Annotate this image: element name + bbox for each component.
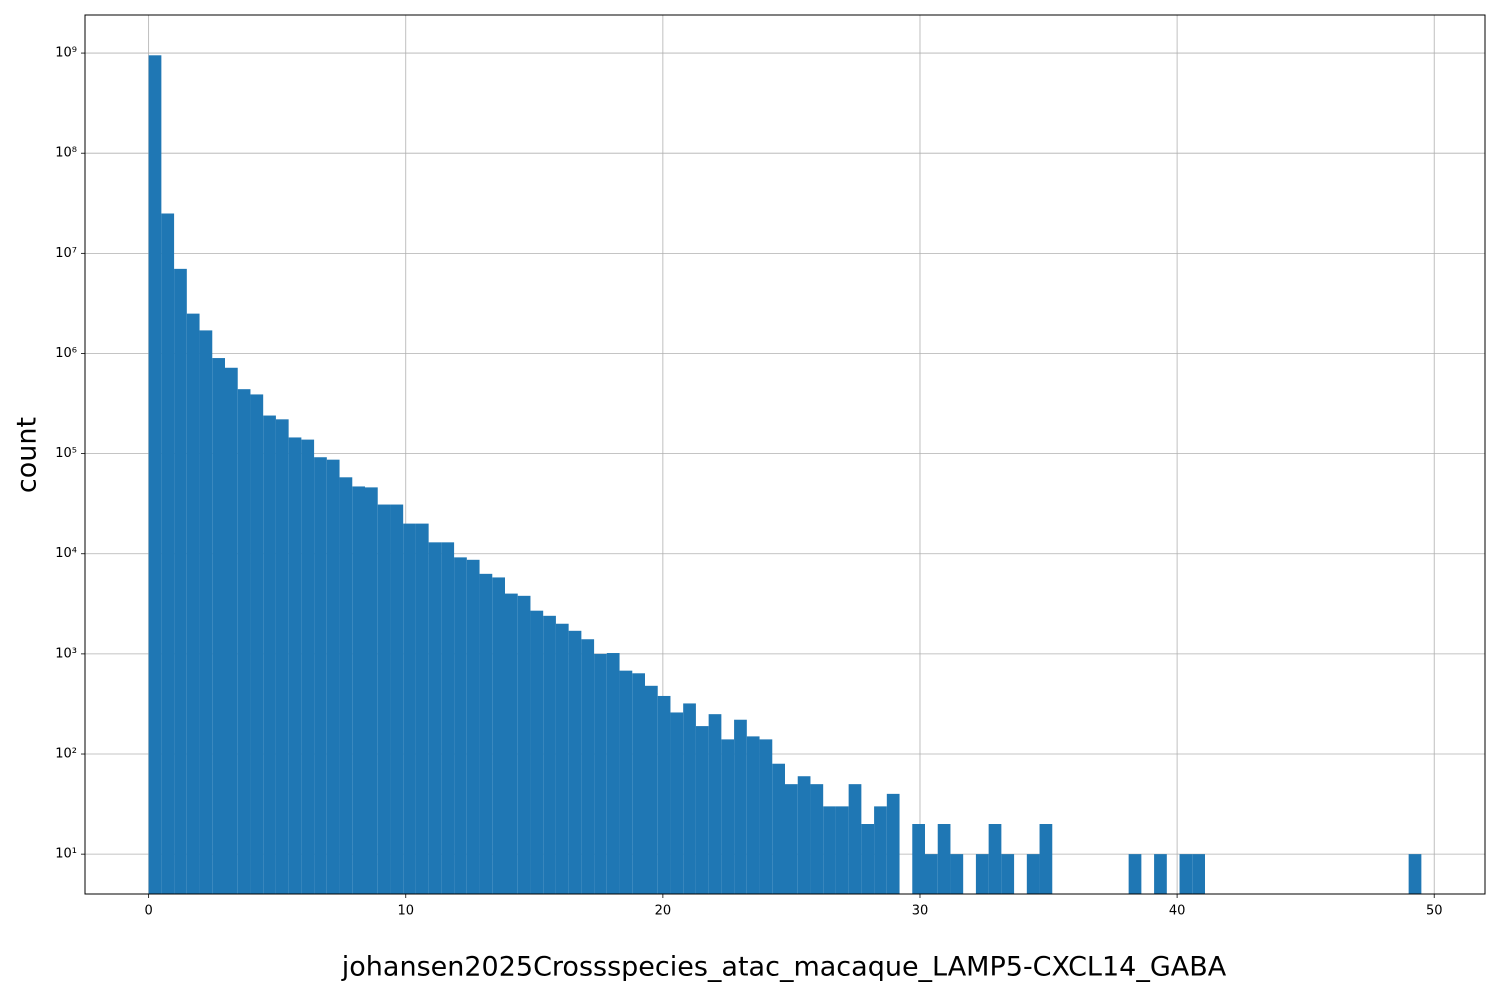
bar bbox=[454, 557, 467, 894]
bar bbox=[377, 504, 391, 894]
bar bbox=[861, 824, 875, 894]
bar bbox=[1001, 854, 1015, 894]
bar bbox=[950, 854, 964, 894]
bar bbox=[581, 639, 595, 894]
bar bbox=[683, 703, 696, 894]
y-tick-label: 10³ bbox=[55, 646, 77, 661]
bar bbox=[886, 793, 900, 894]
bar bbox=[975, 854, 989, 894]
y-axis-label: count bbox=[12, 417, 43, 493]
x-tick-label: 10 bbox=[397, 904, 414, 919]
bar bbox=[823, 806, 836, 894]
bar bbox=[212, 358, 225, 894]
bar bbox=[225, 367, 238, 894]
bar bbox=[1026, 854, 1040, 894]
y-tick-label: 10⁸ bbox=[55, 146, 77, 161]
bar bbox=[479, 573, 493, 894]
bar bbox=[645, 685, 658, 894]
bar bbox=[505, 593, 518, 894]
y-tick-label: 10¹ bbox=[55, 847, 77, 862]
bar bbox=[695, 726, 709, 894]
y-tick-label: 10⁷ bbox=[55, 246, 77, 261]
bar bbox=[568, 630, 582, 894]
bar bbox=[441, 542, 455, 894]
bar bbox=[708, 714, 722, 894]
bar bbox=[1192, 854, 1205, 894]
y-tick-label: 10⁹ bbox=[55, 46, 77, 61]
bar bbox=[199, 330, 213, 895]
bar bbox=[835, 806, 849, 894]
bar bbox=[988, 824, 1002, 894]
bar bbox=[848, 784, 862, 894]
bar bbox=[186, 313, 200, 895]
x-tick-label: 30 bbox=[912, 904, 929, 919]
bar bbox=[1179, 854, 1193, 894]
bar bbox=[428, 542, 442, 894]
bar bbox=[250, 394, 264, 894]
bar bbox=[492, 577, 505, 894]
bar bbox=[352, 486, 365, 894]
bar bbox=[810, 784, 824, 894]
bar bbox=[517, 595, 531, 894]
bar bbox=[606, 653, 620, 894]
bar bbox=[759, 739, 773, 894]
bar bbox=[1128, 854, 1142, 894]
bar bbox=[734, 719, 747, 894]
bar bbox=[555, 623, 569, 894]
y-tick-label: 10⁶ bbox=[55, 346, 77, 361]
bar bbox=[365, 487, 378, 894]
bar bbox=[746, 736, 760, 894]
bar bbox=[594, 653, 607, 894]
bar bbox=[326, 459, 340, 894]
bar bbox=[314, 457, 327, 894]
bar bbox=[797, 776, 811, 894]
bar bbox=[721, 739, 735, 894]
bar bbox=[288, 437, 302, 894]
bar bbox=[174, 268, 187, 894]
bar bbox=[466, 559, 480, 894]
bar bbox=[670, 712, 684, 894]
x-tick-label: 20 bbox=[655, 904, 672, 919]
bar bbox=[530, 610, 544, 894]
bar bbox=[237, 389, 251, 894]
bar bbox=[937, 824, 951, 894]
y-tick-label: 10⁵ bbox=[55, 446, 77, 461]
bar bbox=[657, 695, 671, 894]
x-tick-label: 40 bbox=[1169, 904, 1186, 919]
bar bbox=[301, 439, 315, 894]
bar bbox=[1408, 854, 1422, 894]
bar bbox=[390, 504, 404, 894]
bar bbox=[1154, 854, 1167, 894]
bar bbox=[403, 523, 416, 894]
x-tick-label: 50 bbox=[1426, 904, 1443, 919]
x-axis-label: johansen2025Crossspecies_atac_macaque_LA… bbox=[341, 952, 1227, 983]
bar bbox=[263, 415, 276, 894]
plot-frame bbox=[84, 14, 1486, 895]
bar bbox=[161, 213, 175, 894]
y-tick-label: 10⁴ bbox=[55, 546, 77, 561]
bar bbox=[874, 806, 887, 894]
y-tick-label: 10² bbox=[55, 747, 77, 762]
bar bbox=[632, 673, 645, 894]
bar bbox=[275, 419, 289, 894]
bar bbox=[785, 784, 798, 894]
bar bbox=[543, 615, 556, 894]
x-tick-label: 0 bbox=[144, 904, 152, 919]
bar bbox=[772, 763, 785, 894]
bar bbox=[912, 824, 925, 894]
bar bbox=[339, 477, 353, 894]
bar bbox=[619, 670, 633, 894]
bar bbox=[415, 523, 429, 894]
bar bbox=[925, 854, 938, 894]
bar bbox=[1039, 824, 1053, 894]
bar bbox=[148, 55, 162, 894]
